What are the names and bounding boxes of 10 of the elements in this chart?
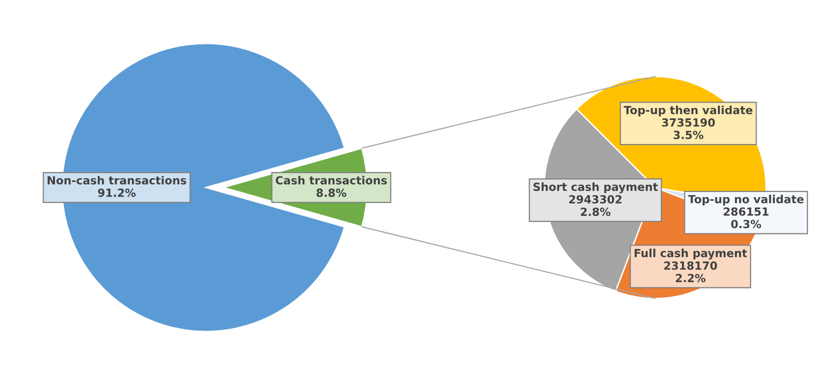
data-label: 8.8% xyxy=(316,188,346,197)
data-label: 2318170 2.2% xyxy=(664,261,717,282)
data-label: 3735190 3.5% xyxy=(662,118,715,140)
slice-label: Full cash payment xyxy=(634,248,747,260)
data-label: 91.2% xyxy=(98,188,136,197)
slice-label: Short cash payment xyxy=(533,182,658,194)
slice-label: Non-cash transactions xyxy=(48,176,186,185)
slice-label: Cash transactions xyxy=(276,176,387,185)
data-label: 2943302 2.8% xyxy=(569,195,622,216)
slice-label: Top-up then validate xyxy=(624,106,752,116)
